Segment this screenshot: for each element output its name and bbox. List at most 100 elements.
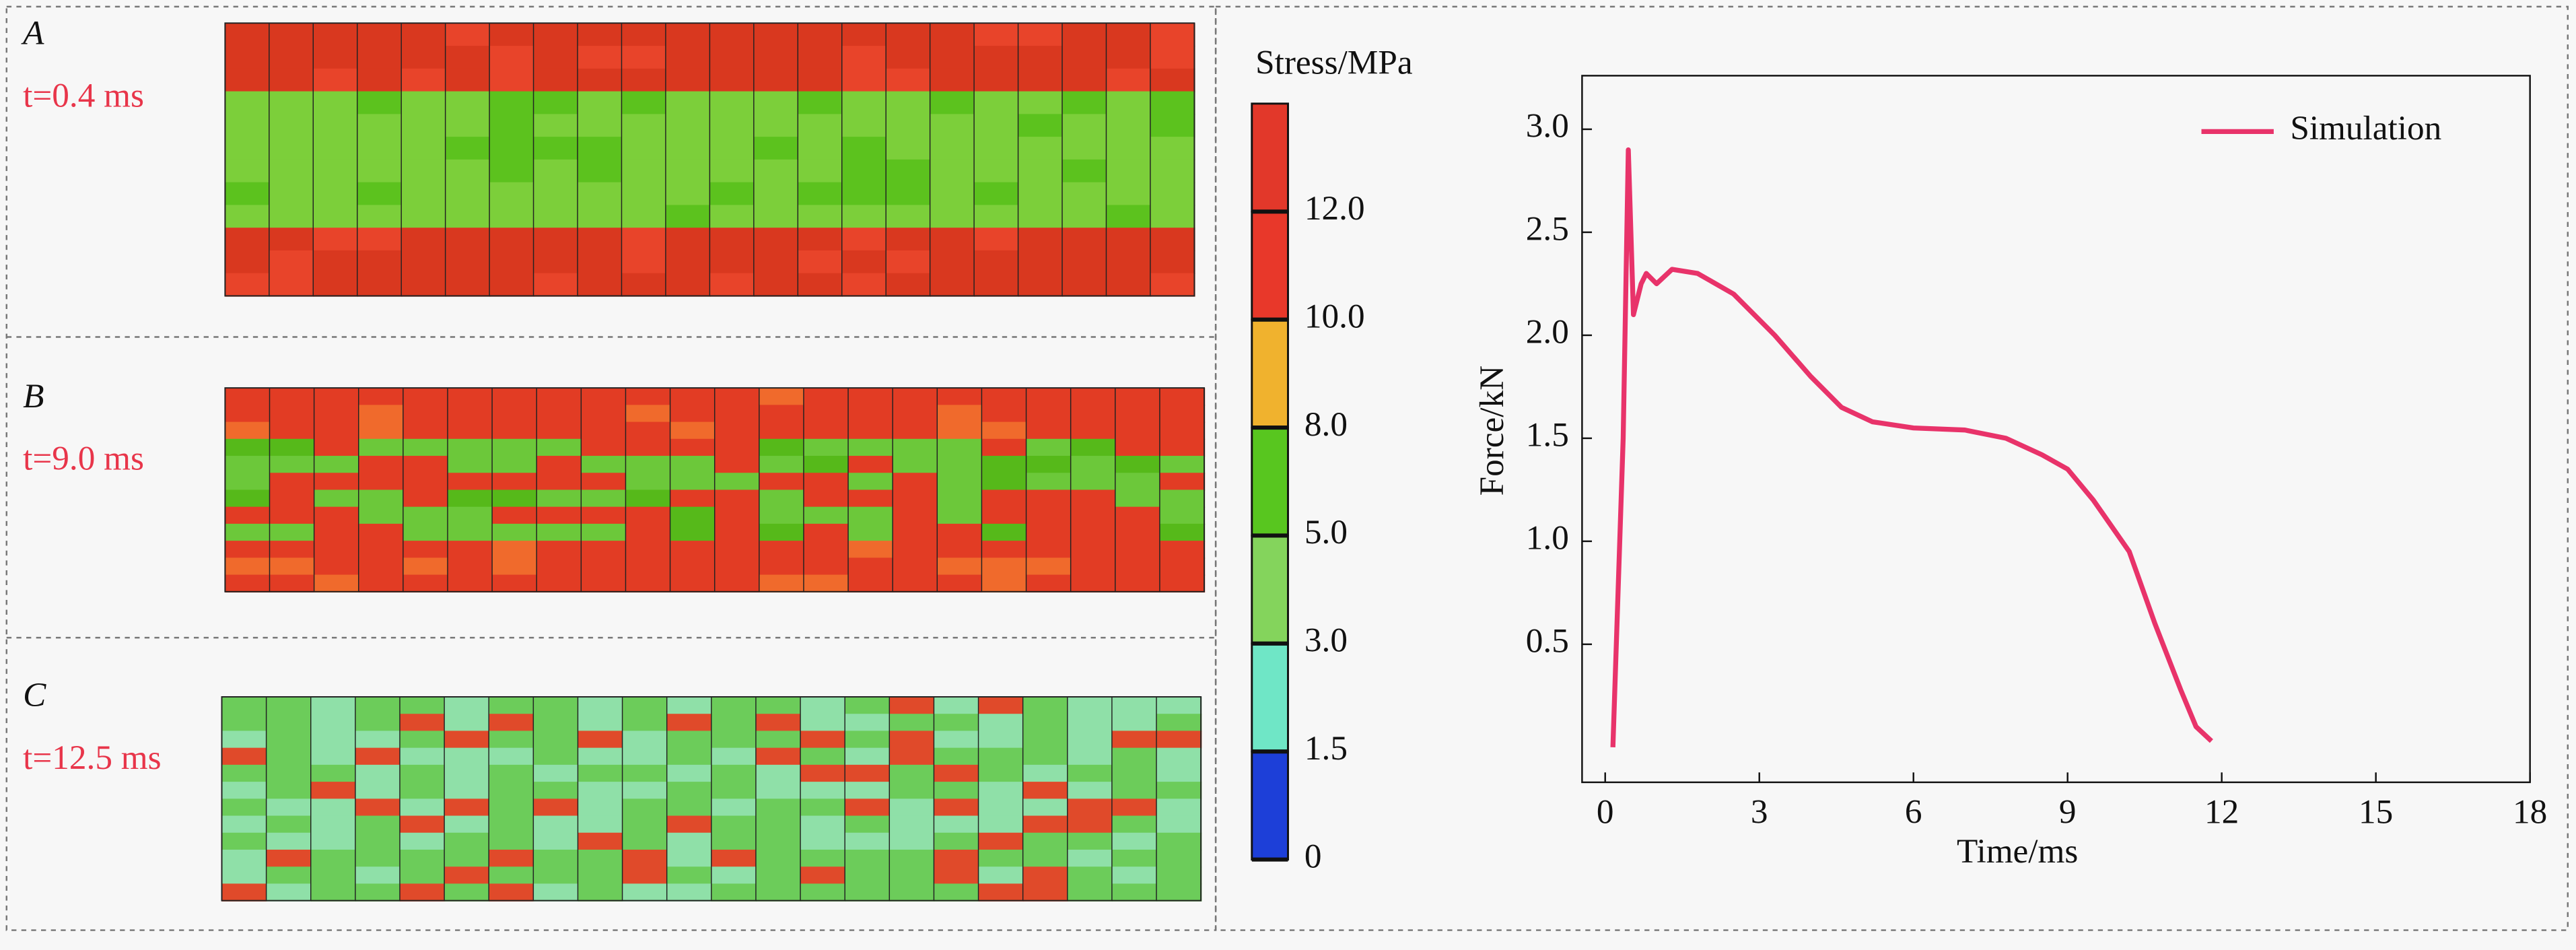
contour-cell — [1022, 696, 1069, 715]
contour-cell — [401, 114, 446, 138]
contour-cell — [578, 182, 623, 206]
contour-cell — [889, 849, 935, 868]
contour-cell — [581, 421, 627, 440]
contour-cell — [709, 228, 755, 252]
contour-cell — [225, 114, 271, 138]
contour-cell — [489, 849, 534, 868]
contour-cell — [666, 731, 713, 749]
contour-cell — [536, 438, 582, 457]
contour-cell — [578, 228, 623, 252]
contour-cell — [848, 388, 894, 406]
contour-cell — [893, 541, 938, 559]
contour-cell — [1018, 91, 1064, 115]
contour-cell — [753, 23, 799, 47]
contour-cell — [399, 696, 446, 715]
contour-cell — [444, 764, 490, 783]
contour-cell — [841, 228, 887, 252]
contour-cell — [665, 228, 711, 252]
contour-cell — [930, 159, 975, 183]
contour-cell — [621, 228, 667, 252]
x-tick-label: 12 — [2204, 792, 2239, 831]
contour-cell — [1111, 799, 1158, 817]
contour-cell — [621, 91, 667, 115]
contour-cell — [445, 228, 491, 252]
contour-cell — [800, 832, 846, 851]
contour-cell — [355, 696, 401, 715]
contour-cell — [759, 438, 805, 457]
colorbar-tick-label: 3.0 — [1304, 621, 1348, 660]
contour-cell — [269, 182, 314, 206]
contour-cell — [1022, 867, 1069, 885]
contour-cell — [625, 421, 671, 440]
contour-cell — [355, 849, 401, 868]
contour-cell — [1018, 273, 1064, 297]
contour-cell — [313, 159, 358, 183]
contour-cell — [848, 489, 894, 508]
contour-cell — [447, 541, 493, 559]
contour-cell — [403, 506, 449, 525]
contour-cell — [533, 23, 579, 47]
contour-cell — [974, 205, 1019, 229]
contour-cell — [1115, 541, 1161, 559]
contour-cell — [841, 182, 887, 206]
contour-cell — [447, 557, 493, 576]
contour-cell — [934, 764, 979, 783]
contour-cell — [759, 523, 805, 542]
contour-cell — [492, 574, 538, 593]
contour-cell — [665, 114, 711, 138]
contour-cell — [930, 205, 975, 229]
contour-cell — [314, 473, 359, 491]
contour-cell — [314, 405, 359, 423]
contour-cell — [889, 747, 935, 766]
contour-cell — [1067, 731, 1113, 749]
contour-cell — [447, 405, 493, 423]
contour-cell — [670, 574, 716, 593]
contour-cell — [269, 273, 314, 297]
contour-cell — [848, 557, 894, 576]
contour-cell — [447, 438, 493, 457]
contour-cell — [981, 489, 1027, 508]
contour-cell — [581, 456, 627, 474]
contour-cell — [714, 438, 761, 457]
contour-cell — [489, 205, 534, 229]
contour-cell — [709, 182, 755, 206]
contour-cell — [358, 405, 405, 423]
contour-cell — [803, 421, 849, 440]
contour-cell — [1156, 849, 1202, 868]
contour-cell — [622, 714, 668, 732]
contour-cell — [269, 506, 315, 525]
contour-cell — [1156, 815, 1202, 834]
contour-cell — [314, 557, 359, 576]
contour-cell — [444, 799, 490, 817]
contour-cell — [893, 557, 938, 576]
contour-cell — [1106, 91, 1152, 115]
data-line — [1610, 147, 2213, 748]
contour-cell — [886, 250, 931, 274]
contour-cell — [1111, 849, 1158, 868]
contour-cell — [492, 438, 538, 457]
panel-time: t=9.0 ms — [23, 440, 144, 478]
contour-cell — [937, 523, 983, 542]
contour-cell — [221, 867, 267, 885]
contour-cell — [489, 782, 534, 800]
contour-cell — [403, 405, 449, 423]
contour-cell — [625, 506, 671, 525]
contour-cell — [800, 714, 846, 732]
contour-cell — [755, 782, 802, 800]
contour-cell — [1026, 489, 1072, 508]
contour-cell — [310, 883, 357, 902]
contour-cell — [355, 731, 401, 749]
contour-cell — [978, 731, 1024, 749]
contour-cell — [845, 815, 891, 834]
contour-cell — [310, 867, 357, 885]
contour-cell — [489, 250, 534, 274]
contour-cell — [533, 114, 579, 138]
contour-cell — [266, 747, 312, 766]
contour-cell — [269, 68, 314, 92]
contour-cell — [755, 849, 802, 868]
contour-cell — [492, 405, 538, 423]
contour-cell — [536, 388, 582, 406]
contour-cell — [981, 473, 1027, 491]
contour-cell — [981, 557, 1027, 576]
contour-cell — [1026, 506, 1072, 525]
